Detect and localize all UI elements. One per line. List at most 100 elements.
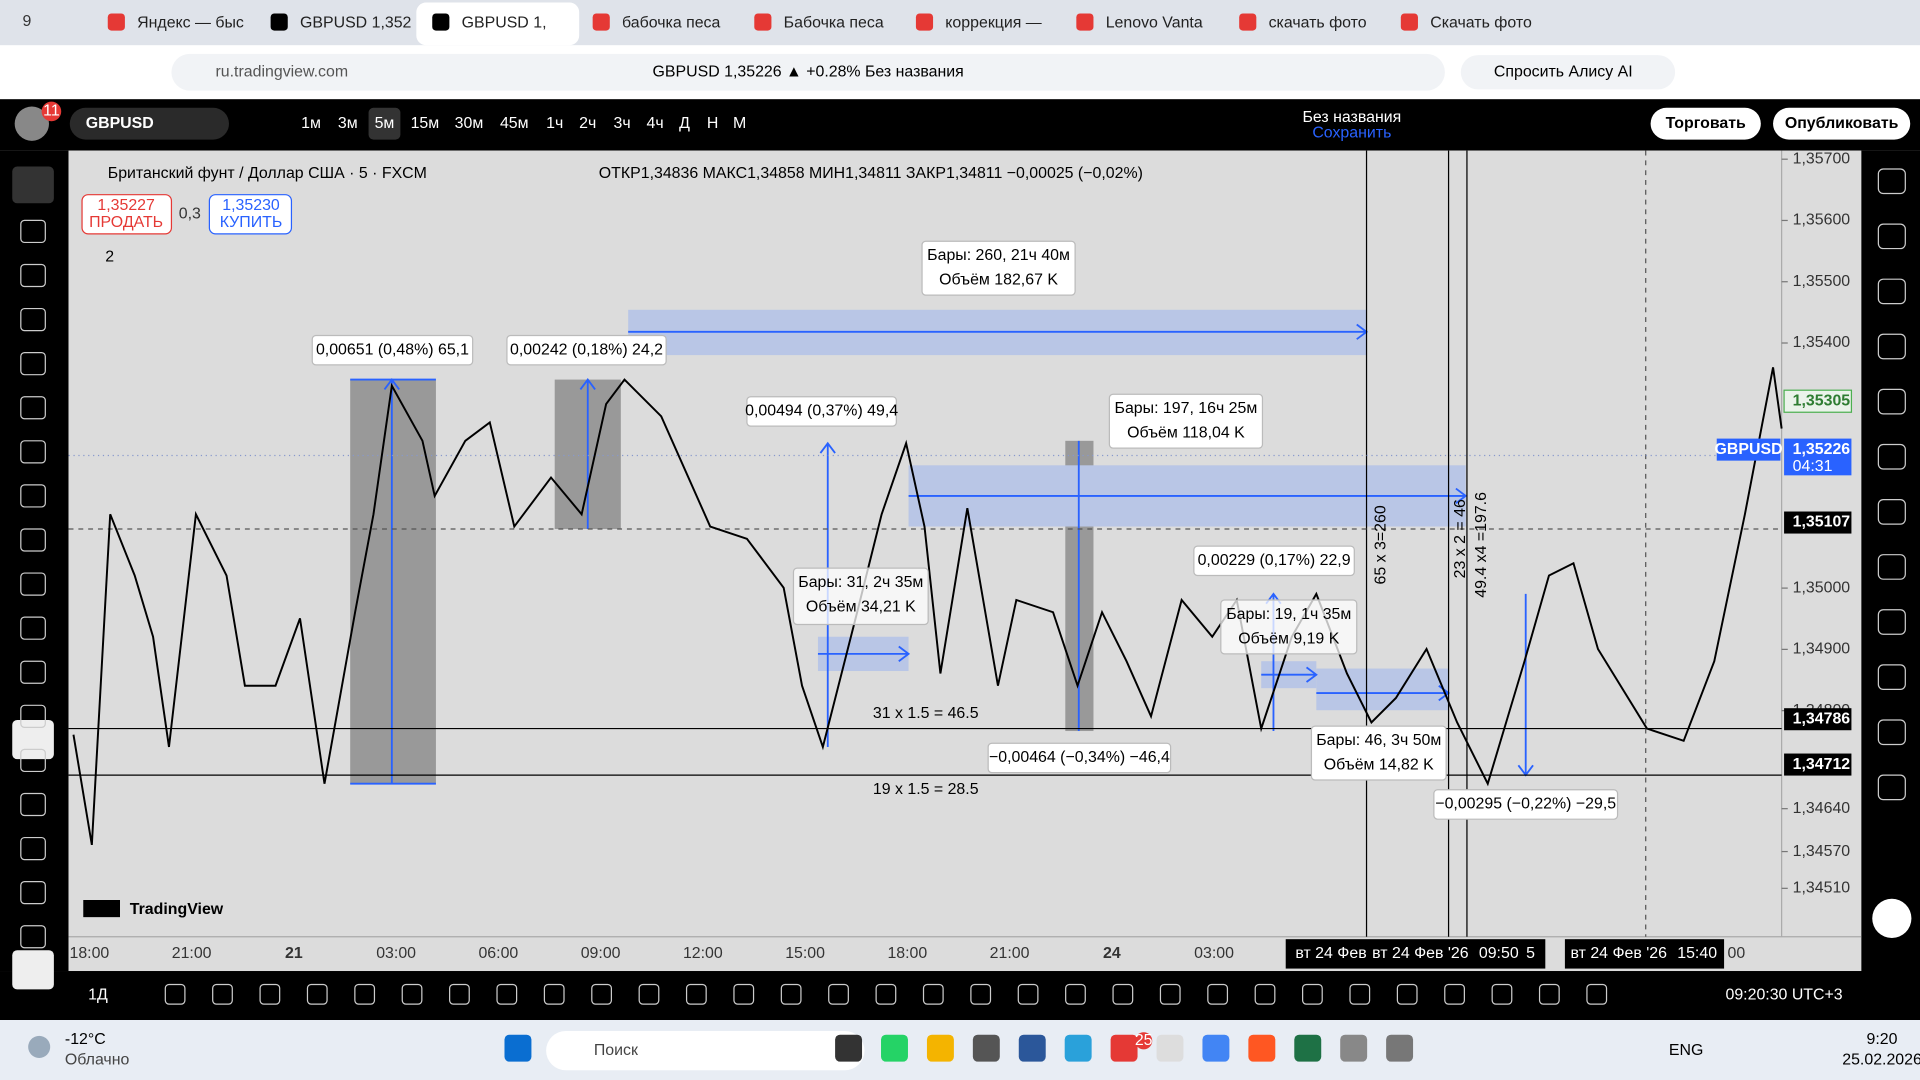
drawing-tool[interactable] [306,983,328,1005]
drawing-tool[interactable] [1254,983,1276,1005]
tab-title[interactable]: GBPUSD 1, [462,14,547,31]
indicator-count[interactable]: 2 [105,248,114,265]
drawing-tool[interactable] [1302,983,1323,1005]
drawing-tool[interactable] [1491,983,1513,1005]
interval[interactable]: 45м [500,115,529,132]
symbol-search[interactable] [69,107,229,140]
search-box[interactable] [546,1031,865,1071]
interval[interactable]: 3ч [613,115,630,132]
drawing-tool[interactable] [591,983,612,1005]
drawing-tool[interactable] [1207,983,1229,1005]
interval[interactable]: 3м [338,115,358,132]
drawing-tool[interactable] [875,983,897,1005]
symbol[interactable]: GBPUSD [86,115,154,132]
sidebar-icon[interactable] [1877,554,1906,580]
url-field[interactable] [171,53,1445,91]
publish-label[interactable]: Опубликовать [1785,115,1899,132]
tab-title[interactable]: Скачать фото [1430,14,1532,31]
interval[interactable]: 30м [455,115,484,132]
tool-icon[interactable] [20,528,46,552]
drawing-tool[interactable] [496,983,518,1005]
interval[interactable]: 1м [301,115,321,132]
drawing-tool[interactable] [970,983,992,1005]
sidebar-icon[interactable] [1877,278,1906,305]
drawing-tool[interactable] [354,983,376,1005]
taskbar-app[interactable] [1018,1034,1046,1062]
tool-icon[interactable] [20,219,46,244]
drawing-tool[interactable] [733,983,755,1005]
tab-title[interactable]: Бабочка песа [784,14,884,31]
interval[interactable]: Н [707,115,719,132]
taskbar-app[interactable] [1386,1034,1414,1062]
interval[interactable]: 4ч [647,115,664,132]
drawing-tool[interactable] [1444,983,1465,1005]
tool-icon[interactable] [20,572,46,596]
tab-title[interactable]: бабочка песа [622,14,720,31]
trade-label[interactable]: Торговать [1666,115,1746,132]
drawing-tool[interactable] [685,983,707,1005]
tool-crosshair[interactable] [12,166,54,204]
taskbar-app[interactable] [1202,1034,1230,1062]
drawing-tool[interactable] [449,983,470,1005]
tab-title[interactable]: Яндекс — быс [137,14,244,31]
drawing-tool[interactable] [922,983,944,1005]
tab-title[interactable]: Lenovo Vanta [1106,14,1203,31]
url[interactable]: ru.tradingview.com [216,63,349,80]
tool-icon[interactable] [20,396,46,420]
tab-title[interactable]: скачать фото [1269,14,1367,31]
tool-icon[interactable] [20,660,46,684]
interval[interactable]: Д [679,115,690,132]
sidebar-icon[interactable] [1877,664,1906,690]
tool-icon[interactable] [20,484,46,508]
sidebar-icon[interactable] [1877,443,1906,470]
tool-icon[interactable] [20,616,46,640]
layout-name[interactable]: Без названия [1302,109,1401,126]
sidebar-icon[interactable] [1877,498,1906,525]
drawing-tool[interactable] [259,983,281,1005]
drawing-tool[interactable] [1112,983,1134,1005]
tab-title[interactable]: коррекция — [945,14,1042,31]
tool-icon[interactable] [20,748,46,773]
drawing-tool[interactable] [1017,983,1039,1005]
drawing-tool[interactable] [1538,983,1560,1005]
sidebar-icon[interactable] [1877,719,1906,746]
tool-icon[interactable] [20,440,46,464]
taskbar-app[interactable] [1248,1034,1276,1062]
sidebar-icon[interactable] [1877,774,1906,801]
tool-icon[interactable] [20,925,46,949]
drawing-tool[interactable] [1159,983,1181,1005]
buy-button[interactable] [208,194,293,235]
taskbar-app[interactable] [1064,1034,1092,1062]
interval[interactable]: 2ч [579,115,596,132]
tool-icon[interactable] [20,704,46,728]
language[interactable]: ENG [1669,1042,1703,1059]
taskbar-app[interactable] [972,1034,1000,1062]
drawing-tool[interactable] [164,983,186,1005]
sidebar-icon[interactable] [1877,223,1906,250]
interval[interactable]: М [733,115,746,132]
drawing-tool[interactable] [828,983,849,1005]
tab-title[interactable]: GBPUSD 1,352 [300,14,412,31]
tool-icon[interactable] [20,792,46,817]
taskbar-app[interactable] [1156,1034,1184,1062]
taskbar-app[interactable] [504,1034,532,1062]
active-tab[interactable] [416,2,580,46]
tool-icon[interactable] [20,307,46,332]
interval[interactable]: 5м [375,115,395,132]
taskbar-app[interactable] [1110,1034,1138,1062]
tool-icon[interactable] [20,881,46,905]
search-label[interactable]: Поиск [594,1042,639,1059]
drawing-tool[interactable] [1586,983,1608,1005]
drawing-tool[interactable] [212,983,233,1005]
sidebar-icon[interactable] [1877,609,1906,635]
avatar[interactable] [14,106,49,141]
interval[interactable]: 15м [411,115,440,132]
tool-icon[interactable] [20,836,46,861]
taskbar-app[interactable] [835,1034,863,1062]
drawing-tool[interactable] [1396,983,1418,1005]
tool-favorite[interactable] [12,950,54,990]
drawing-tool[interactable] [780,983,802,1005]
date[interactable]: 25.02.2026 [1842,1052,1920,1069]
sidebar-icon[interactable] [1877,333,1906,360]
taskbar-app[interactable] [926,1034,954,1062]
